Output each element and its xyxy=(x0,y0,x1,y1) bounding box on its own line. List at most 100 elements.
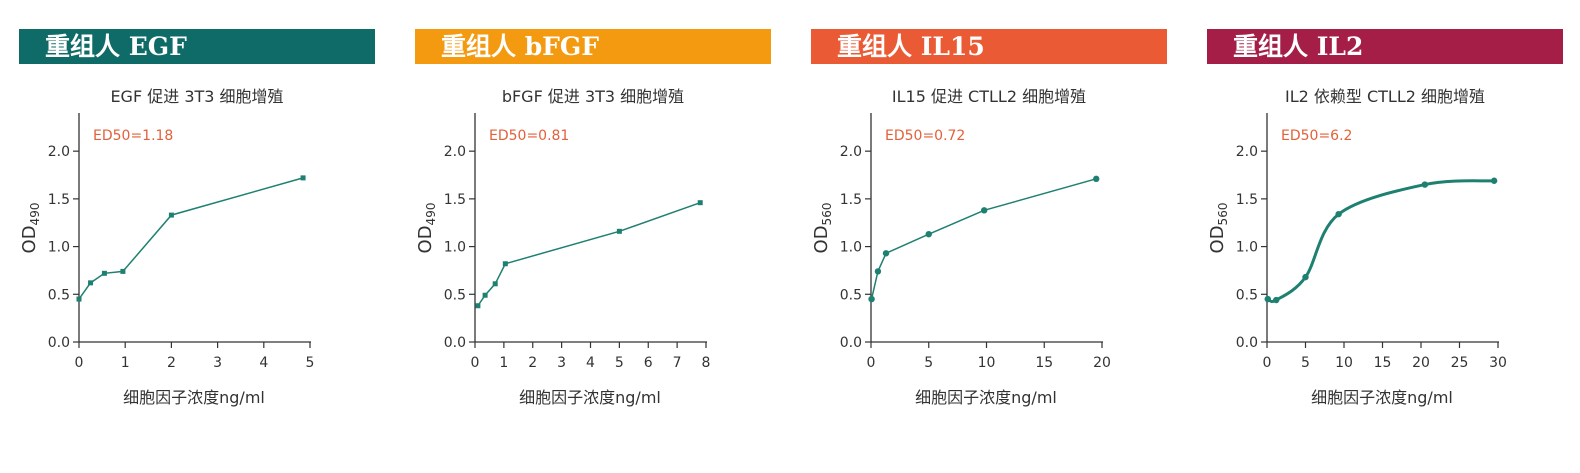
chart-title: IL2 依赖型 CTLL2 细胞增殖 xyxy=(1285,87,1485,106)
chart-title: EGF 促进 3T3 细胞增殖 xyxy=(110,87,283,106)
x-tick-label: 4 xyxy=(259,355,268,371)
chart-il15: IL15 促进 CTLL2 细胞增殖 0.0 0.5 1.0 1.5 2.0 0 5 10 15 2… xyxy=(811,87,1111,407)
data-point xyxy=(120,268,126,274)
chart-banner: 重组人 EGF xyxy=(19,29,375,64)
series-line xyxy=(477,201,701,307)
x-tick-label: 5 xyxy=(1301,355,1310,371)
chart-panel-il15: 重组人 IL15 IL15 促进 CTLL2 细胞增殖 0.0 0.5 1.0 1.5 2… xyxy=(811,0,1167,473)
y-axis-label-main: OD xyxy=(19,225,40,253)
x-tick-label: 5 xyxy=(615,355,624,371)
data-point xyxy=(882,250,890,257)
x-tick-label: 15 xyxy=(1035,355,1053,371)
data-point xyxy=(1093,175,1100,183)
x-tick-label: 1 xyxy=(499,355,508,371)
x-axis-label: 细胞因子浓度ng/ml xyxy=(519,388,661,407)
y-tick-label: 0.0 xyxy=(1236,335,1258,351)
x-tick-label: 1 xyxy=(121,355,130,371)
data-point xyxy=(475,303,481,309)
data-point xyxy=(1302,273,1309,281)
chart-bfgf: bFGF 促进 3T3 细胞增殖 0.0 0.5 1.0 1.5 2.0 0 1 2 3 4 5 6 7 8… xyxy=(415,87,711,407)
chart-banner: 重组人 IL2 xyxy=(1207,29,1563,64)
x-tick-label: 5 xyxy=(306,355,315,371)
ed50-annotation: ED50=0.72 xyxy=(885,128,965,144)
y-tick-label: 2.0 xyxy=(48,144,70,160)
data-point xyxy=(616,228,622,234)
data-point xyxy=(1421,181,1429,188)
chart-banner: 重组人 IL15 xyxy=(811,29,1167,64)
x-tick-label: 2 xyxy=(167,355,176,371)
y-axis-label-sub: 560 xyxy=(1216,203,1230,226)
y-tick-label: 0.0 xyxy=(48,335,70,351)
ed50-annotation: ED50=0.81 xyxy=(489,128,569,144)
y-tick-label: 1.0 xyxy=(1236,240,1258,256)
x-tick-label: 8 xyxy=(702,355,711,371)
y-axis-label-sub: 490 xyxy=(424,203,438,226)
data-point xyxy=(868,295,875,303)
y-tick-label: 0.5 xyxy=(840,287,862,303)
x-tick-label: 0 xyxy=(471,355,480,371)
data-point xyxy=(697,200,703,206)
x-tick-label: 20 xyxy=(1412,355,1430,371)
series-line xyxy=(78,177,304,300)
y-tick-label: 0.5 xyxy=(1236,287,1258,303)
data-point xyxy=(925,230,932,238)
data-point xyxy=(168,212,174,218)
y-tick-label: 1.5 xyxy=(840,192,862,208)
x-tick-label: 10 xyxy=(1335,355,1353,371)
x-tick-label: 0 xyxy=(75,355,84,371)
x-tick-label: 4 xyxy=(586,355,595,371)
y-axis-label-main: OD xyxy=(811,225,832,253)
x-tick-label: 25 xyxy=(1451,355,1469,371)
x-axis-label: 细胞因子浓度ng/ml xyxy=(123,388,265,407)
y-axis-label: OD490 xyxy=(19,203,42,254)
data-point xyxy=(482,292,488,298)
data-point xyxy=(1490,177,1498,184)
y-axis-label: OD560 xyxy=(811,203,834,254)
y-tick-label: 2.0 xyxy=(1236,144,1258,160)
y-tick-label: 1.0 xyxy=(840,240,862,256)
data-point xyxy=(492,281,498,287)
y-tick-label: 1.5 xyxy=(1236,192,1258,208)
y-tick-label: 1.0 xyxy=(48,240,70,256)
series-line xyxy=(870,178,1097,300)
x-tick-label: 10 xyxy=(978,355,996,371)
data-point xyxy=(874,268,882,275)
chart-il2: IL2 依赖型 CTLL2 细胞增殖 0.0 0.5 1.0 1.5 2.0 0 5 10 15 2… xyxy=(1207,87,1507,407)
x-tick-label: 0 xyxy=(1263,355,1272,371)
x-tick-label: 3 xyxy=(213,355,222,371)
y-tick-label: 1.5 xyxy=(444,192,466,208)
x-axis-label: 细胞因子浓度ng/ml xyxy=(915,388,1057,407)
y-axis-label-main: OD xyxy=(415,225,436,253)
y-axis-label-main: OD xyxy=(1207,225,1228,253)
y-tick-label: 1.0 xyxy=(444,240,466,256)
y-axis-label: OD560 xyxy=(1207,203,1230,254)
y-tick-label: 0.0 xyxy=(444,335,466,351)
y-tick-label: 1.5 xyxy=(48,192,70,208)
data-point xyxy=(76,296,82,302)
y-tick-label: 0.5 xyxy=(48,287,70,303)
chart-title: IL15 促进 CTLL2 细胞增殖 xyxy=(892,87,1086,106)
x-tick-label: 6 xyxy=(644,355,653,371)
chart-panel-il2: 重组人 IL2 IL2 依赖型 CTLL2 细胞增殖 0.0 0.5 1.0 1.5 2.… xyxy=(1207,0,1563,473)
y-axis-label: OD490 xyxy=(415,203,438,254)
data-point xyxy=(1335,210,1342,218)
series-line xyxy=(1267,179,1495,303)
data-point xyxy=(502,261,508,267)
y-tick-label: 2.0 xyxy=(444,144,466,160)
x-tick-label: 5 xyxy=(924,355,933,371)
x-tick-label: 15 xyxy=(1374,355,1392,371)
data-point xyxy=(88,280,94,286)
chart-panel-egf: 重组人 EGF EGF 促进 3T3 细胞增殖 0.0 0.5 1.0 1.5 2.0 0 1… xyxy=(19,0,375,473)
y-tick-label: 0.5 xyxy=(444,287,466,303)
data-point xyxy=(300,175,306,181)
x-tick-label: 2 xyxy=(528,355,537,371)
chart-title: bFGF 促进 3T3 细胞增殖 xyxy=(502,87,684,106)
ed50-annotation: ED50=1.18 xyxy=(93,128,173,144)
data-point xyxy=(980,207,988,214)
data-point xyxy=(1264,295,1271,303)
ed50-annotation: ED50=6.2 xyxy=(1281,128,1352,144)
x-tick-label: 7 xyxy=(673,355,682,371)
chart-egf: EGF 促进 3T3 细胞增殖 0.0 0.5 1.0 1.5 2.0 0 1 2 3 4 5 细胞因子… xyxy=(19,87,315,407)
chart-banner: 重组人 bFGF xyxy=(415,29,771,64)
data-point xyxy=(101,270,107,276)
